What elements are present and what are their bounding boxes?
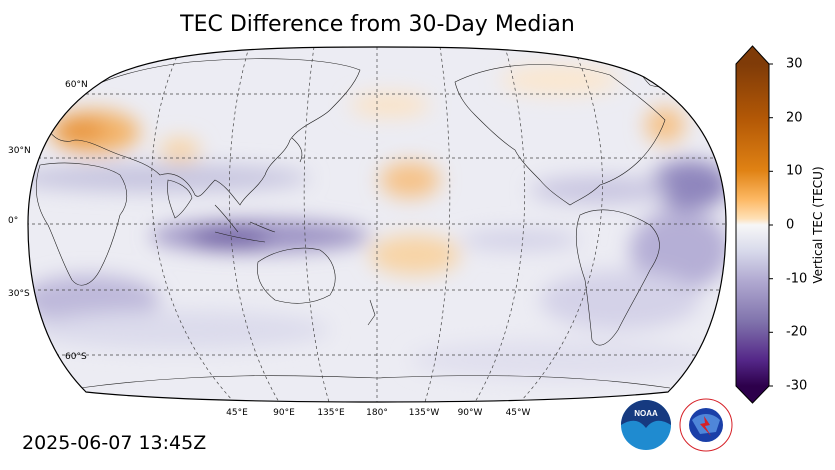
globe-outline xyxy=(27,46,727,403)
lon-label-135e: 135°E xyxy=(317,408,345,418)
colorbar-tick-neg30: -30 xyxy=(786,378,808,394)
lon-label-90e: 90°E xyxy=(273,408,295,418)
nws-logo xyxy=(679,398,733,452)
lat-label-60s: 60°S xyxy=(65,352,87,362)
colorbar-tick-10: 10 xyxy=(786,163,803,179)
lon-label-90w: 90°W xyxy=(457,408,483,418)
tec-field xyxy=(28,47,726,402)
lon-label-45w: 45°W xyxy=(505,408,531,418)
lat-label-30s: 30°S xyxy=(8,289,30,299)
svg-text:NOAA: NOAA xyxy=(634,409,658,418)
lon-label-135w: 135°W xyxy=(408,408,440,418)
lon-label-45e: 45°E xyxy=(226,408,248,418)
colorbar-tick-20: 20 xyxy=(786,110,803,126)
graticule xyxy=(28,47,726,402)
chart-title: TEC Difference from 30-Day Median xyxy=(180,12,575,37)
colorbar xyxy=(735,45,773,404)
colorbar-tick-30: 30 xyxy=(786,56,803,72)
colorbar-extend-top xyxy=(736,46,769,64)
lat-label-0: 0° xyxy=(8,216,19,226)
lat-label-60n: 60°N xyxy=(65,80,88,90)
lon-label-180: 180° xyxy=(366,408,388,418)
colorbar-tick-0: 0 xyxy=(786,217,795,233)
colorbar-extend-bottom xyxy=(736,386,769,403)
colorbar-gradient xyxy=(736,64,769,386)
timestamp: 2025-06-07 13:45Z xyxy=(22,432,207,454)
colorbar-tick-neg10: -10 xyxy=(786,271,808,287)
noaa-logo: NOAA xyxy=(621,400,671,450)
lat-label-30n: 30°N xyxy=(8,146,31,156)
colorbar-label: Vertical TEC (TECU) xyxy=(811,166,825,284)
colorbar-tick-neg20: -20 xyxy=(786,324,808,340)
